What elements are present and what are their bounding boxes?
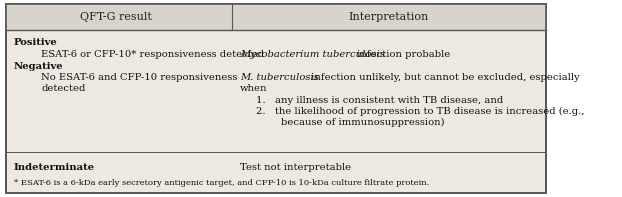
Text: * ESAT-6 is a 6-kDa early secretory antigenic target, and CFP-10 is 10-kDa cultu: * ESAT-6 is a 6-kDa early secretory anti…	[14, 179, 429, 187]
Text: Interpretation: Interpretation	[348, 12, 429, 22]
Text: when: when	[240, 85, 267, 93]
Text: detected: detected	[41, 85, 86, 93]
Text: QFT-G result: QFT-G result	[80, 12, 152, 22]
Text: ESAT-6 or CFP-10* responsiveness detected: ESAT-6 or CFP-10* responsiveness detecte…	[41, 50, 264, 59]
Text: Positive: Positive	[14, 38, 57, 47]
Text: Negative: Negative	[14, 62, 63, 71]
Text: 1.   any illness is consistent with TB disease, and: 1. any illness is consistent with TB dis…	[256, 96, 504, 105]
Text: Test not interpretable: Test not interpretable	[240, 163, 351, 172]
Text: No ESAT-6 and CFP-10 responsiveness: No ESAT-6 and CFP-10 responsiveness	[41, 73, 238, 82]
Text: 2.   the likelihood of progression to TB disease is increased (e.g.,: 2. the likelihood of progression to TB d…	[256, 107, 585, 116]
Text: Indeterminate: Indeterminate	[14, 163, 95, 172]
Text: infection unlikely, but cannot be excluded, especially: infection unlikely, but cannot be exclud…	[309, 73, 580, 82]
Text: M. tuberculosis: M. tuberculosis	[240, 73, 318, 82]
FancyBboxPatch shape	[6, 4, 546, 193]
Text: because of immunosuppression): because of immunosuppression)	[281, 118, 445, 127]
Text: Mycobacterium tuberculosis: Mycobacterium tuberculosis	[240, 50, 385, 59]
Text: infection probable: infection probable	[354, 50, 450, 59]
FancyBboxPatch shape	[6, 4, 546, 30]
